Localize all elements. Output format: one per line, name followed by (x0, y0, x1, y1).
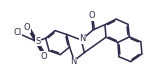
Text: N: N (79, 34, 86, 43)
Text: O: O (88, 11, 95, 20)
Text: Cl: Cl (14, 28, 22, 37)
Text: O: O (41, 52, 48, 61)
Text: O: O (24, 23, 30, 32)
Text: N: N (70, 57, 76, 66)
Text: S: S (36, 37, 41, 46)
